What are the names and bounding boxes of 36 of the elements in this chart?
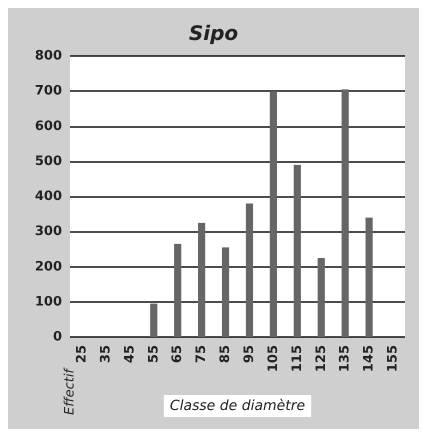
bar: [222, 247, 230, 337]
bar: [246, 204, 254, 337]
y-tick-label: 100: [34, 294, 62, 310]
x-tick-label: 55: [146, 345, 162, 364]
x-tick-label: 85: [218, 345, 234, 364]
y-axis-title: Effectif: [62, 366, 78, 416]
x-tick-label: 145: [362, 345, 377, 372]
x-tick-label: 125: [314, 345, 329, 372]
x-tick-label: 135: [338, 345, 353, 372]
x-tick-label: 95: [242, 345, 257, 364]
bar: [318, 258, 325, 337]
x-tick-label: 45: [122, 345, 138, 364]
x-tick-label: 75: [194, 345, 210, 364]
bar: [342, 89, 349, 337]
bar: [174, 244, 182, 337]
bar: [150, 304, 158, 337]
chart-title: Sipo: [188, 21, 238, 45]
x-tick-label: 65: [170, 345, 186, 364]
bar: [294, 164, 301, 337]
x-tick-label: 105: [266, 345, 281, 372]
y-tick-label: 600: [34, 118, 62, 134]
y-tick-label: 0: [52, 330, 62, 344]
y-tick-label: 200: [34, 259, 62, 274]
bar: [270, 91, 277, 337]
y-tick-label: 500: [34, 154, 62, 169]
x-tick-label: 115: [290, 345, 305, 372]
bar: [198, 222, 206, 337]
bar: [366, 218, 373, 337]
y-tick-label: 800: [34, 48, 62, 64]
x-tick-label: 155: [386, 345, 401, 372]
x-tick-label: 35: [98, 345, 114, 364]
y-tick-label: 700: [34, 84, 62, 99]
y-tick-label: 300: [34, 224, 62, 240]
y-tick-label: 400: [34, 189, 62, 204]
x-tick-label: 25: [74, 345, 90, 364]
x-axis-title: Classe de diamètre: [170, 398, 306, 414]
